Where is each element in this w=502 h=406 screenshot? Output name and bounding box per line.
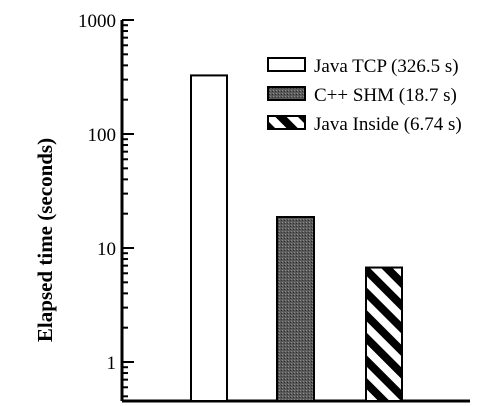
- legend-label: Java Inside (6.74 s): [314, 114, 462, 135]
- legend-label: C++ SHM (18.7 s): [314, 85, 457, 106]
- y-tick-label: 1000: [78, 11, 116, 32]
- legend-swatch: [267, 57, 306, 72]
- legend: Java TCP (326.5 s) C++ SHM (18.7 s) Java I…: [267, 56, 462, 135]
- bar-java-tcp: [190, 74, 228, 402]
- bars: [190, 74, 403, 402]
- legend-swatch: [267, 86, 306, 101]
- legend-swatch: [267, 115, 306, 130]
- bar-java-inside: [365, 266, 403, 402]
- y-tick-label: 100: [88, 125, 117, 146]
- y-tick-label: 10: [97, 239, 116, 260]
- legend-label: Java TCP (326.5 s): [314, 56, 459, 77]
- y-axis-label: Elapsed time (seconds): [33, 138, 57, 342]
- y-axis: 1 10 100 1000: [78, 11, 470, 403]
- bar-c-shm: [276, 216, 315, 402]
- y-tick-label: 1: [107, 353, 117, 374]
